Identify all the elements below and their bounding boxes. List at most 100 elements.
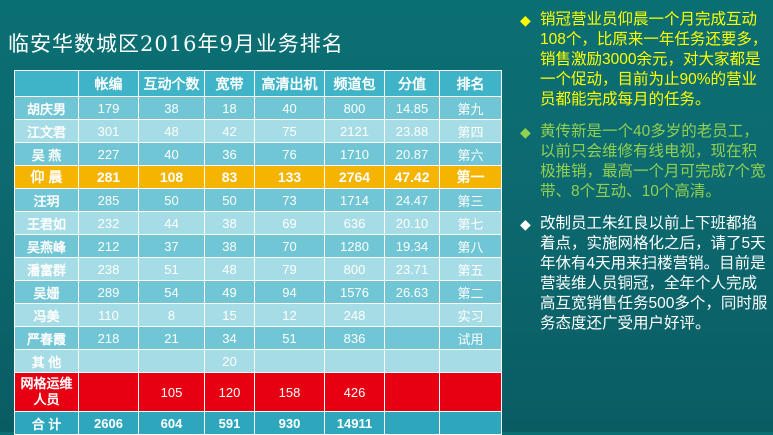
cell-gaoqing: 40 <box>254 96 325 120</box>
table-row: 江文君 301 48 42 75 2121 23.88 第四 <box>14 119 502 143</box>
row-name-cell: 合 计 <box>14 411 79 435</box>
cell-hudong: 51 <box>138 257 205 281</box>
cell-zhangbian: 179 <box>78 96 139 120</box>
cell-paiming: 第三 <box>439 188 502 212</box>
slide-title: 临安华数城区2016年9月业务排名 <box>8 32 344 56</box>
cell-gaoqing: 930 <box>254 411 325 435</box>
table-row: 汪玥 285 50 50 73 1714 24.47 第三 <box>14 188 502 212</box>
header-hudong: 互动个数 <box>138 70 205 97</box>
cell-fenzhi: 14.85 <box>384 96 440 120</box>
header-kuandai: 宽带 <box>204 70 255 97</box>
note-text: 改制员工朱红良以前上下班都掐着点，实施网格化之后，请了5天年休有4天用来扫楼营销… <box>540 215 768 332</box>
cell-pindao: 426 <box>324 372 385 412</box>
row-name-cell: 汪玥 <box>14 188 79 212</box>
cell-hudong <box>138 349 205 373</box>
table-row: 合 计 2606 604 591 930 14911 <box>14 411 502 435</box>
cell-hudong: 48 <box>138 119 205 143</box>
cell-hudong: 37 <box>138 234 205 258</box>
cell-hudong: 21 <box>138 326 205 350</box>
cell-fenzhi: 19.34 <box>384 234 440 258</box>
note-text: 黄传新是一个40多岁的老员工，以前只会维修有线电视，现在积极推销，最高一个月可完… <box>540 123 766 200</box>
table-row: 严春霞 218 21 34 51 836 试用 <box>14 326 502 350</box>
cell-hudong: 38 <box>138 96 205 120</box>
table-row: 仰 晨 281 108 83 133 2764 47.42 第一 <box>14 165 502 189</box>
header-gaoqing: 高清出机 <box>254 70 325 97</box>
table-row: 吴 燕 227 40 36 76 1710 20.87 第六 <box>14 142 502 166</box>
cell-pindao: 2764 <box>324 165 385 189</box>
cell-gaoqing: 76 <box>254 142 325 166</box>
table-header-row: 帐编 互动个数 宽带 高清出机 频道包 分值 排名 <box>14 70 502 97</box>
cell-gaoqing: 70 <box>254 234 325 258</box>
cell-gaoqing: 51 <box>254 326 325 350</box>
cell-kuandai: 120 <box>204 372 255 412</box>
cell-fenzhi <box>384 411 440 435</box>
note-item: ◆ 销冠营业员仰晨一个月完成互动108个，比原来一年任务还要多，销售激励3000… <box>520 10 770 110</box>
cell-fenzhi: 23.88 <box>384 119 440 143</box>
cell-pindao: 800 <box>324 257 385 281</box>
cell-zhangbian: 285 <box>78 188 139 212</box>
cell-fenzhi: 23.71 <box>384 257 440 281</box>
cell-kuandai: 18 <box>204 96 255 120</box>
cell-kuandai: 42 <box>204 119 255 143</box>
cell-hudong: 108 <box>138 165 205 189</box>
cell-kuandai: 20 <box>204 349 255 373</box>
table-row: 王君如 232 44 38 69 636 20.10 第七 <box>14 211 502 235</box>
row-name-cell: 其 他 <box>14 349 79 373</box>
row-name-cell: 吴姗 <box>14 280 79 304</box>
cell-kuandai: 48 <box>204 257 255 281</box>
cell-zhangbian: 289 <box>78 280 139 304</box>
row-name-cell: 严春霞 <box>14 326 79 350</box>
cell-gaoqing: 94 <box>254 280 325 304</box>
ranking-table: 帐编 互动个数 宽带 高清出机 频道包 分值 排名 胡庆男 179 38 18 40 80… <box>14 70 502 435</box>
cell-fenzhi: 24.47 <box>384 188 440 212</box>
cell-gaoqing: 73 <box>254 188 325 212</box>
header-pindao: 频道包 <box>324 70 385 97</box>
cell-pindao: 248 <box>324 303 385 327</box>
cell-paiming <box>439 372 502 412</box>
cell-gaoqing: 133 <box>254 165 325 189</box>
row-name-cell: 吴燕峰 <box>14 234 79 258</box>
cell-fenzhi: 26.63 <box>384 280 440 304</box>
cell-pindao: 636 <box>324 211 385 235</box>
cell-fenzhi: 20.10 <box>384 211 440 235</box>
table-row: 其 他 20 <box>14 349 502 373</box>
header-fenzhi: 分值 <box>384 70 440 97</box>
cell-kuandai: 83 <box>204 165 255 189</box>
cell-zhangbian <box>78 349 139 373</box>
cell-paiming: 第五 <box>439 257 502 281</box>
cell-paiming: 第二 <box>439 280 502 304</box>
cell-paiming <box>439 349 502 373</box>
row-name-cell: 吴 燕 <box>14 142 79 166</box>
row-name-cell: 王君如 <box>14 211 79 235</box>
cell-hudong: 8 <box>138 303 205 327</box>
diamond-bullet-icon: ◆ <box>520 124 531 140</box>
cell-paiming: 第一 <box>439 165 502 189</box>
cell-kuandai: 591 <box>204 411 255 435</box>
cell-kuandai: 34 <box>204 326 255 350</box>
cell-paiming: 第六 <box>439 142 502 166</box>
cell-paiming: 第七 <box>439 211 502 235</box>
cell-paiming: 实习 <box>439 303 502 327</box>
cell-pindao: 836 <box>324 326 385 350</box>
cell-paiming: 第九 <box>439 96 502 120</box>
row-name-cell: 胡庆男 <box>14 96 79 120</box>
cell-pindao: 2121 <box>324 119 385 143</box>
cell-zhangbian: 212 <box>78 234 139 258</box>
cell-zhangbian <box>78 372 139 412</box>
cell-zhangbian: 232 <box>78 211 139 235</box>
cell-zhangbian: 281 <box>78 165 139 189</box>
cell-kuandai: 38 <box>204 234 255 258</box>
header-zhangbian: 帐编 <box>78 70 139 97</box>
note-item: ◆ 黄传新是一个40多岁的老员工，以前只会维修有线电视，现在积极推销，最高一个月… <box>520 122 770 202</box>
row-name-cell: 潘富群 <box>14 257 79 281</box>
cell-hudong: 105 <box>138 372 205 412</box>
cell-paiming: 第四 <box>439 119 502 143</box>
cell-pindao: 14911 <box>324 411 385 435</box>
cell-zhangbian: 301 <box>78 119 139 143</box>
cell-hudong: 54 <box>138 280 205 304</box>
cell-hudong: 50 <box>138 188 205 212</box>
cell-zhangbian: 238 <box>78 257 139 281</box>
diamond-bullet-icon: ◆ <box>520 216 531 232</box>
cell-paiming: 第八 <box>439 234 502 258</box>
cell-zhangbian: 218 <box>78 326 139 350</box>
